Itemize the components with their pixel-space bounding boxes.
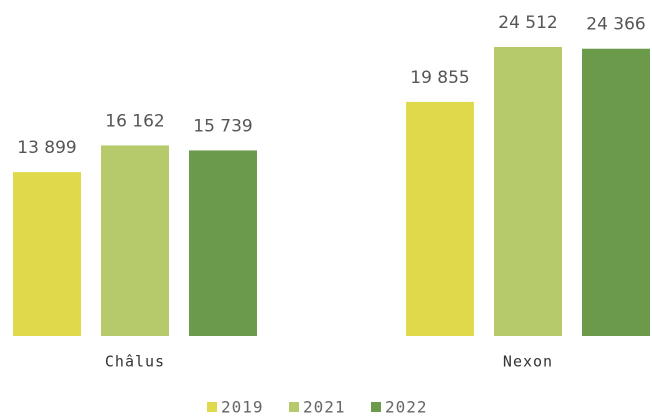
value-label: 24 366	[586, 15, 645, 35]
legend-swatch	[289, 402, 299, 412]
bar	[582, 48, 650, 336]
value-label: 13 899	[17, 138, 76, 158]
bar	[101, 145, 169, 336]
category-label: Nexon	[503, 353, 553, 371]
bar	[13, 172, 81, 336]
value-label: 15 739	[193, 116, 252, 136]
value-label: 24 512	[498, 13, 557, 33]
legend-swatch	[371, 402, 381, 412]
bar	[189, 150, 257, 336]
bar	[494, 47, 562, 336]
value-label: 16 162	[105, 111, 164, 131]
value-label: 19 855	[410, 68, 469, 88]
bar	[406, 101, 474, 336]
legend-swatch	[207, 402, 217, 412]
legend-label: 2021	[303, 398, 346, 417]
legend-label: 2019	[221, 398, 264, 417]
category-label: Châlus	[105, 353, 165, 371]
legend-label: 2022	[385, 398, 428, 417]
